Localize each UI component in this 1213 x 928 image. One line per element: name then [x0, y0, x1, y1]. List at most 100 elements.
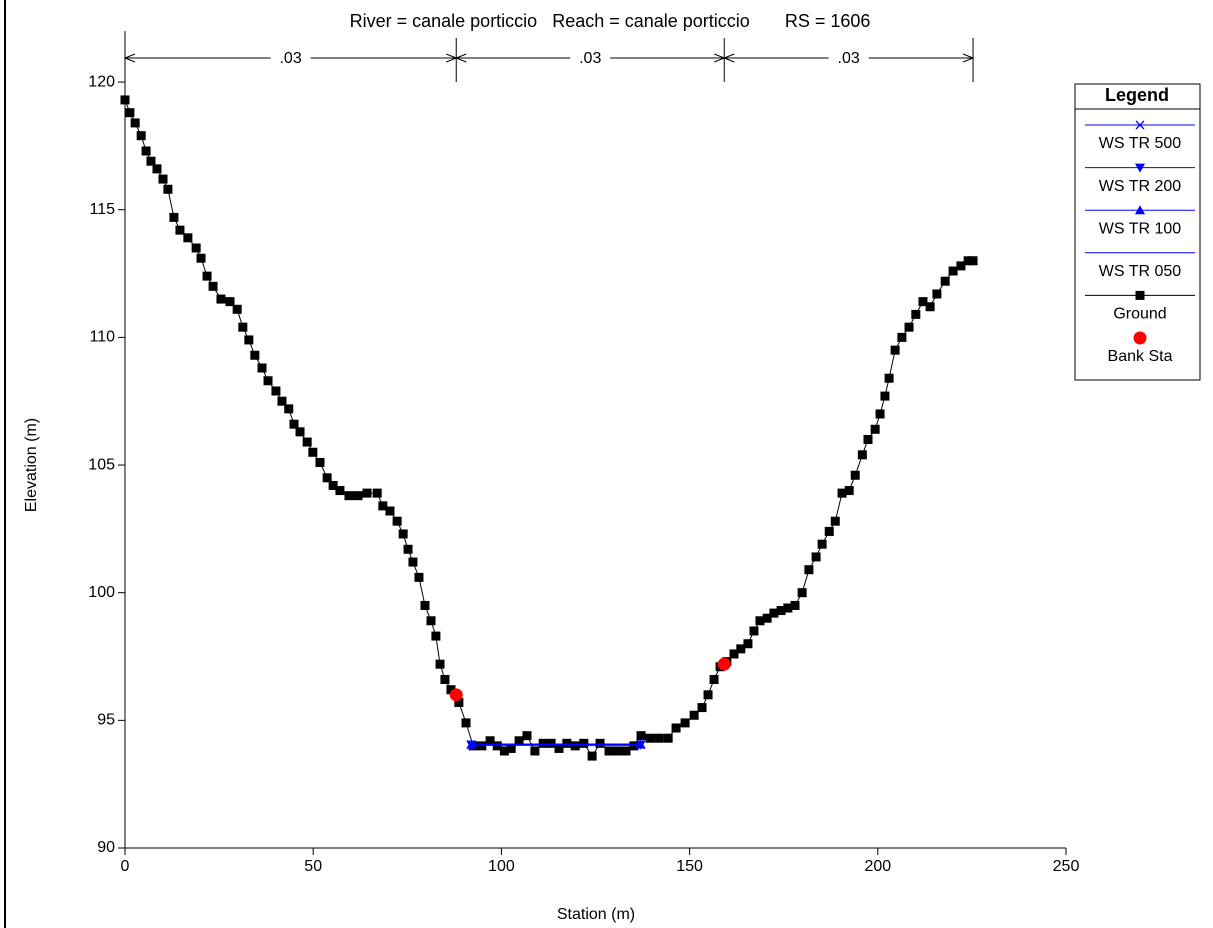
- marker: [499, 746, 509, 756]
- mannings-label: .03: [838, 50, 860, 67]
- marker: [440, 674, 450, 684]
- legend-label: WS TR 100: [1099, 220, 1182, 237]
- marker: [289, 419, 299, 429]
- marker: [703, 690, 713, 700]
- marker: [308, 447, 318, 457]
- marker: [948, 266, 958, 276]
- marker: [141, 146, 151, 156]
- marker: [671, 723, 681, 733]
- marker: [830, 516, 840, 526]
- marker: [587, 751, 597, 761]
- arrowhead: [454, 53, 467, 63]
- marker: [736, 644, 746, 654]
- marker: [403, 544, 413, 554]
- marker: [271, 386, 281, 396]
- marker: [1135, 163, 1145, 173]
- marker: [783, 603, 793, 613]
- marker: [216, 294, 226, 304]
- marker: [621, 746, 631, 756]
- x-tick-label: 0: [121, 858, 130, 875]
- marker: [191, 243, 201, 253]
- marker: [335, 486, 345, 496]
- y-tick-label: 120: [88, 73, 115, 90]
- marker: [697, 703, 707, 713]
- marker: [562, 738, 572, 748]
- marker: [257, 363, 267, 373]
- marker: [968, 256, 978, 266]
- marker: [263, 376, 273, 386]
- marker: [689, 710, 699, 720]
- marker: [454, 697, 464, 707]
- y-axis-label: Elevation (m): [23, 418, 40, 512]
- x-tick-label: 200: [864, 858, 891, 875]
- marker: [769, 608, 779, 618]
- marker: [880, 391, 890, 401]
- marker: [146, 156, 156, 166]
- marker: [663, 733, 673, 743]
- mannings-label: .03: [279, 50, 301, 67]
- y-tick-label: 100: [88, 584, 115, 601]
- chart-title: River = canale porticcio Reach = canale …: [350, 11, 871, 31]
- marker: [295, 427, 305, 437]
- marker: [729, 649, 739, 659]
- y-tick-label: 115: [89, 201, 115, 218]
- marker: [175, 225, 185, 235]
- marker: [604, 746, 614, 756]
- marker: [709, 674, 719, 684]
- marker: [461, 718, 471, 728]
- marker: [538, 738, 548, 748]
- marker: [749, 626, 759, 636]
- marker: [762, 613, 772, 623]
- marker: [514, 736, 524, 746]
- marker: [328, 480, 338, 490]
- marker: [940, 276, 950, 286]
- marker: [163, 184, 173, 194]
- x-tick-label: 50: [304, 858, 322, 875]
- series-line: [124, 99, 974, 758]
- marker: [870, 424, 880, 434]
- marker: [645, 733, 655, 743]
- marker: [857, 450, 867, 460]
- marker: [392, 516, 402, 526]
- y-tick-label: 95: [97, 712, 115, 729]
- marker: [530, 746, 540, 756]
- marker: [398, 529, 408, 539]
- arrowhead: [962, 53, 975, 63]
- marker: [152, 164, 162, 174]
- marker: [158, 174, 168, 184]
- marker: [125, 108, 135, 118]
- marker: [918, 297, 928, 307]
- marker: [477, 741, 487, 751]
- legend-title: Legend: [1105, 85, 1169, 105]
- y-tick-label: 90: [97, 839, 115, 856]
- marker: [378, 501, 388, 511]
- marker: [875, 409, 885, 419]
- marker: [435, 659, 445, 669]
- marker: [654, 733, 664, 743]
- marker: [595, 738, 605, 748]
- marker: [755, 616, 765, 626]
- marker: [344, 491, 354, 501]
- marker: [904, 322, 914, 332]
- marker: [1135, 205, 1145, 215]
- marker: [911, 309, 921, 319]
- marker: [554, 743, 564, 753]
- marker: [1135, 290, 1145, 300]
- arrowhead: [123, 53, 136, 63]
- marker: [302, 437, 312, 447]
- marker: [284, 404, 294, 414]
- marker: [446, 685, 456, 695]
- marker: [372, 488, 382, 498]
- x-axis-label: Station (m): [557, 906, 635, 923]
- marker: [420, 600, 430, 610]
- x-tick-label: 100: [488, 858, 515, 875]
- marker: [1133, 331, 1147, 345]
- legend-label: WS TR 500: [1099, 135, 1182, 152]
- marker: [136, 131, 146, 141]
- marker: [790, 600, 800, 610]
- marker: [492, 741, 502, 751]
- marker: [570, 741, 580, 751]
- marker: [431, 631, 441, 641]
- marker: [232, 304, 242, 314]
- marker: [824, 526, 834, 536]
